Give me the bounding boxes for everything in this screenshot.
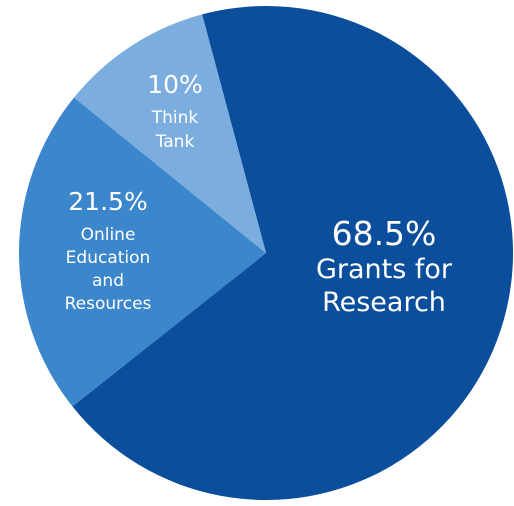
slice-label-line: and — [92, 271, 124, 291]
slice-label-line: Resources — [65, 294, 152, 314]
slice-label-line: Online — [81, 225, 136, 245]
slice-label-line: Think — [151, 108, 199, 128]
slice-label-line: Education — [66, 248, 151, 268]
slice-label-line: Research — [322, 287, 446, 318]
slice-label-think-tank: 10% Think Tank — [147, 70, 203, 152]
slice-label-line: Grants for — [316, 254, 453, 285]
pie-slices — [19, 6, 514, 501]
slice-label-line: Tank — [155, 132, 195, 152]
pie-slice-think-tank — [74, 14, 266, 254]
slice-value-online-education: 21.5% — [68, 187, 147, 216]
slice-label-online-education: 21.5% Online Education and Resources — [65, 187, 152, 314]
slice-value-grants-for-research: 68.5% — [332, 214, 437, 253]
pie-slice-online-education-and-resources — [19, 97, 267, 407]
slice-label-grants-for-research: 68.5% Grants for Research — [316, 214, 453, 318]
slice-value-think-tank: 10% — [147, 70, 203, 99]
pie-slice-grants-for-research — [72, 6, 514, 501]
